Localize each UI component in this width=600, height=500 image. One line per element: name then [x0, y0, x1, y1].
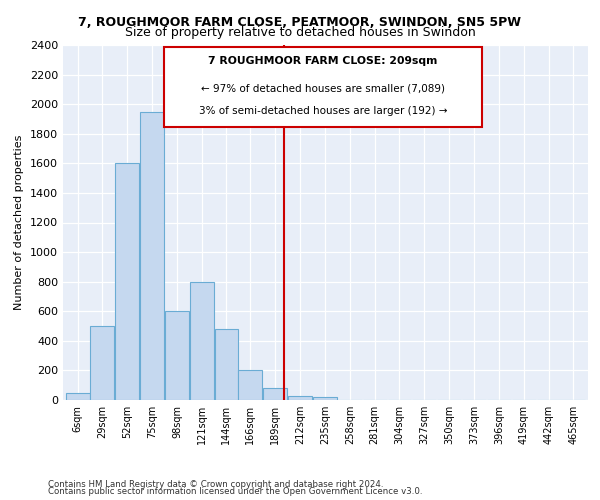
Bar — [164, 47, 482, 126]
Bar — [238, 370, 262, 400]
Bar — [140, 112, 164, 400]
Text: 7, ROUGHMOOR FARM CLOSE, PEATMOOR, SWINDON, SN5 5PW: 7, ROUGHMOOR FARM CLOSE, PEATMOOR, SWIND… — [79, 16, 521, 29]
Bar — [263, 388, 287, 400]
Text: Size of property relative to detached houses in Swindon: Size of property relative to detached ho… — [125, 26, 475, 39]
Text: 7 ROUGHMOOR FARM CLOSE: 209sqm: 7 ROUGHMOOR FARM CLOSE: 209sqm — [208, 56, 437, 66]
Bar — [165, 311, 189, 400]
Bar — [65, 392, 89, 400]
Bar — [115, 164, 139, 400]
Bar — [190, 282, 214, 400]
Y-axis label: Number of detached properties: Number of detached properties — [14, 135, 25, 310]
Bar — [313, 397, 337, 400]
Text: Contains HM Land Registry data © Crown copyright and database right 2024.: Contains HM Land Registry data © Crown c… — [48, 480, 383, 489]
Text: Contains public sector information licensed under the Open Government Licence v3: Contains public sector information licen… — [48, 488, 422, 496]
Text: 3% of semi-detached houses are larger (192) →: 3% of semi-detached houses are larger (1… — [199, 106, 447, 116]
Bar — [288, 396, 312, 400]
Text: ← 97% of detached houses are smaller (7,089): ← 97% of detached houses are smaller (7,… — [201, 84, 445, 94]
Bar — [215, 329, 238, 400]
Bar — [91, 326, 115, 400]
